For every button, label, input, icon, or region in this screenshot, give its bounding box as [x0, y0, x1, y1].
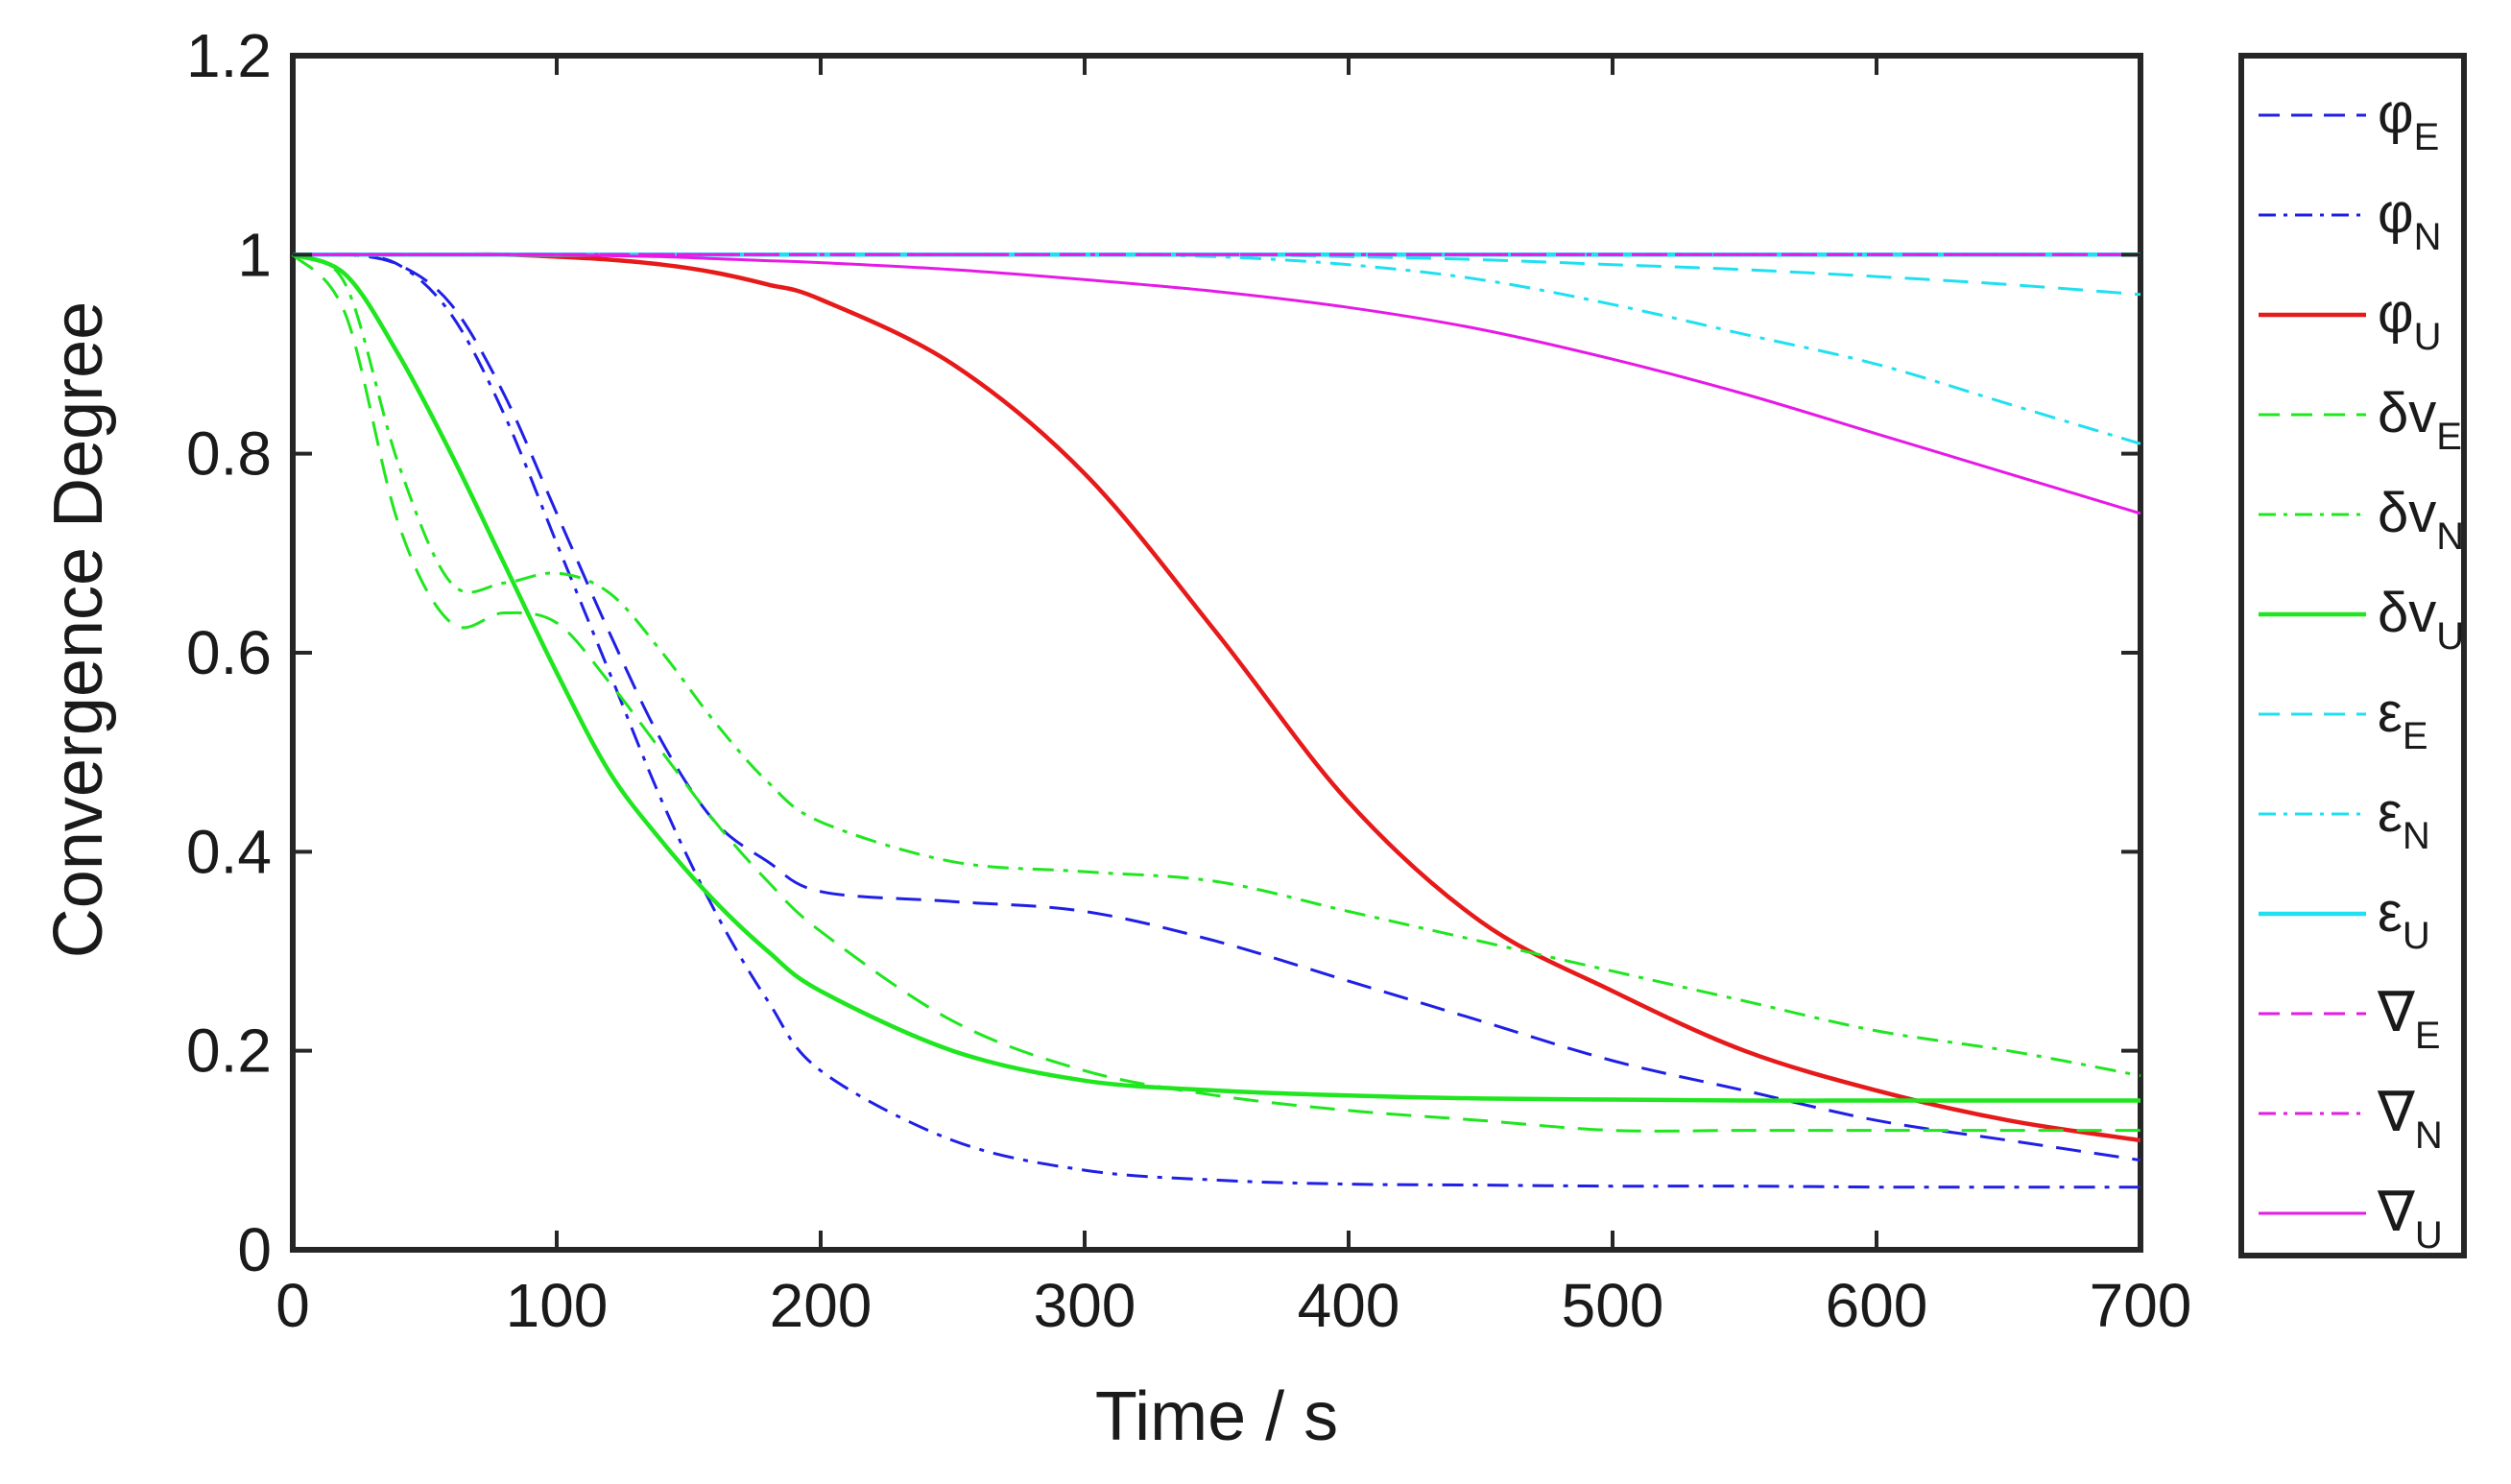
legend-label: εN	[2378, 781, 2430, 857]
legend-label: δvN	[2378, 482, 2464, 558]
y-axis-title: Convergence Degree	[40, 301, 117, 958]
legend-label: ∇E	[2377, 981, 2441, 1057]
x-axis: 0 100 200 300 400 500 600 700	[275, 56, 2191, 1340]
series-line-7	[293, 252, 2141, 445]
x-tick-label: 300	[1034, 1271, 1136, 1340]
legend-label: δvE	[2378, 382, 2462, 458]
legend-label: εE	[2378, 682, 2428, 757]
x-axis-title: Time / s	[1095, 1378, 1338, 1455]
x-tick-label: 700	[2090, 1271, 2192, 1340]
y-axis: 0 0.2 0.4 0.6 0.8 1 1.2	[186, 21, 2140, 1284]
plot-area: 0 100 200 300 400 500 600 700 0 0.2 0.4 0.6 0.8 1 1.2	[186, 21, 2191, 1340]
plot-frame	[290, 53, 2143, 1253]
legend-label: εU	[2378, 881, 2430, 957]
x-tick-label: 200	[770, 1271, 873, 1340]
y-tick-label: 0.6	[186, 618, 272, 687]
legend-label: φN	[2378, 182, 2442, 258]
series-line-11	[293, 252, 2141, 515]
series-line-0	[292, 252, 2141, 1162]
y-tick-label: 0	[237, 1215, 272, 1284]
series-line-4	[292, 252, 2141, 1078]
y-tick-label: 0.2	[186, 1017, 272, 1086]
x-tick-label: 0	[275, 1271, 310, 1340]
series-line-3	[291, 253, 2140, 1133]
y-tick-label: 1.2	[186, 21, 272, 90]
y-tick-label: 1	[237, 220, 272, 289]
legend-label: δvU	[2378, 582, 2464, 658]
legend-label: φE	[2378, 83, 2439, 158]
y-tick-label: 0.4	[186, 817, 272, 886]
x-tick-label: 500	[1562, 1271, 1664, 1340]
legend-label: φU	[2378, 282, 2442, 358]
x-tick-label: 100	[506, 1271, 609, 1340]
series-line-1	[292, 252, 2140, 1189]
x-tick-label: 400	[1298, 1271, 1400, 1340]
series-line-5	[292, 252, 2140, 1103]
legend-label: ∇U	[2377, 1181, 2443, 1257]
y-tick-label: 0.8	[186, 419, 272, 489]
series-line-6	[293, 252, 2141, 297]
series-group	[291, 251, 2141, 1189]
legend-label: ∇N	[2377, 1081, 2443, 1157]
legend: φE φN φU δvE δvN δvU εE εN εU ∇E ∇N ∇U	[2238, 53, 2467, 1258]
x-tick-label: 600	[1826, 1271, 1928, 1340]
legend-frame	[2238, 53, 2467, 1258]
